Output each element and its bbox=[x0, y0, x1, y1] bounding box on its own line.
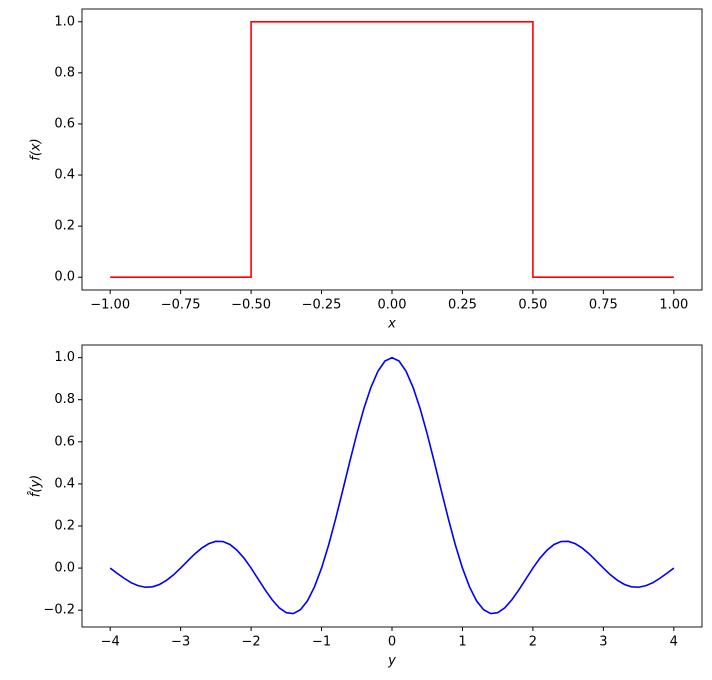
y-tick-label: 0.0 bbox=[54, 561, 75, 576]
x-tick-label: −1 bbox=[312, 635, 331, 650]
y-tick-label: 0.6 bbox=[54, 116, 75, 131]
y-tick-label: 0.6 bbox=[54, 434, 75, 449]
x-tick-label: −4 bbox=[101, 635, 120, 650]
y-tick-label: 0.2 bbox=[54, 518, 75, 533]
axes-frame bbox=[81, 344, 703, 628]
y-axis-label: f(x) bbox=[29, 138, 44, 160]
x-tick-label: 0.50 bbox=[518, 298, 547, 313]
x-axis-label: y bbox=[387, 654, 396, 669]
data-line bbox=[109, 356, 675, 615]
y-tick-label: −0.2 bbox=[43, 603, 75, 618]
y-tick-label: 0.8 bbox=[54, 65, 75, 80]
y-tick-label: 0.2 bbox=[54, 219, 75, 234]
x-tick-label: 1.00 bbox=[659, 298, 688, 313]
y-axis-label: f̂(y) bbox=[28, 475, 43, 497]
x-tick-label: 0.00 bbox=[378, 298, 407, 313]
axes-frame bbox=[81, 8, 703, 291]
y-tick-label: 1.0 bbox=[54, 14, 75, 29]
x-tick-label: −2 bbox=[242, 635, 261, 650]
x-tick-label: −0.50 bbox=[231, 298, 271, 313]
y-tick-label: 1.0 bbox=[54, 350, 75, 365]
y-tick-label: 0.4 bbox=[54, 476, 75, 491]
x-tick-label: 1 bbox=[458, 635, 466, 650]
x-axis-label: x bbox=[387, 317, 396, 332]
x-tick-label: 4 bbox=[670, 635, 678, 650]
y-tick-label: 0.4 bbox=[54, 168, 75, 183]
x-tick-label: 0.75 bbox=[589, 298, 618, 313]
y-tick-label: 0.8 bbox=[54, 392, 75, 407]
data-line bbox=[110, 20, 674, 279]
x-tick-label: −1.00 bbox=[90, 298, 130, 313]
x-tick-label: −0.25 bbox=[302, 298, 342, 313]
x-tick-label: −3 bbox=[171, 635, 190, 650]
x-tick-label: 0 bbox=[388, 635, 396, 650]
x-tick-label: −0.75 bbox=[161, 298, 201, 313]
x-tick-label: 3 bbox=[599, 635, 607, 650]
x-tick-label: 2 bbox=[529, 635, 537, 650]
x-tick-label: 0.25 bbox=[448, 298, 477, 313]
y-tick-label: 0.0 bbox=[54, 270, 75, 285]
